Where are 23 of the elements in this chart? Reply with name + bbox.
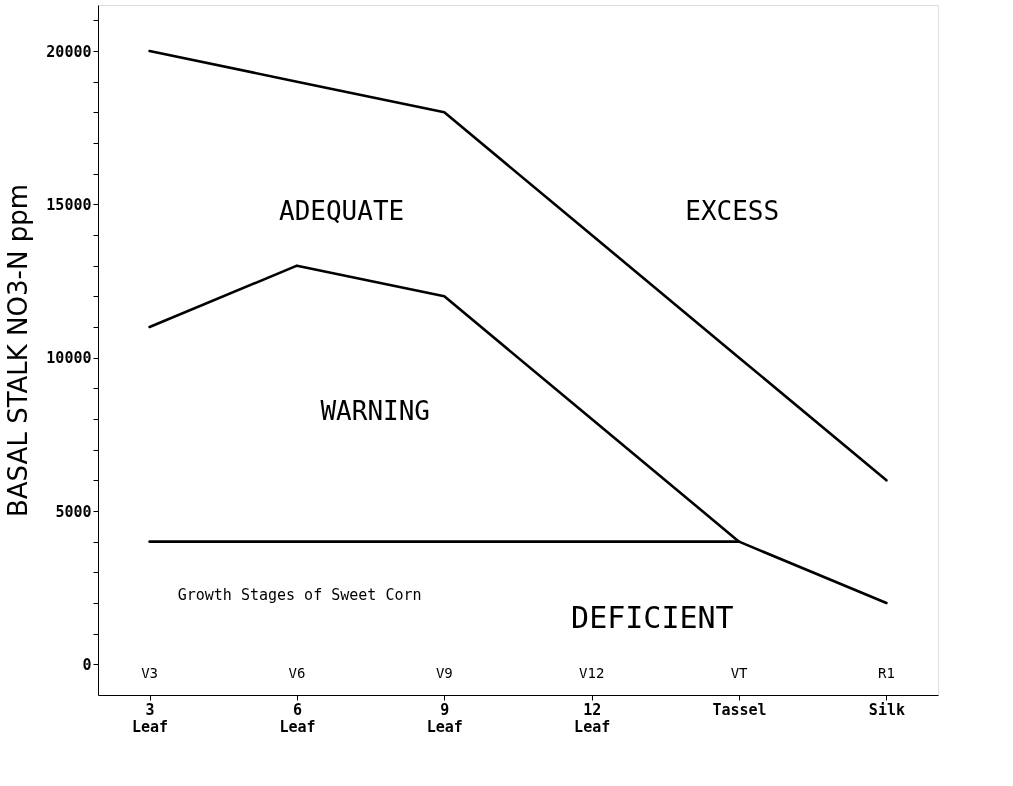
annotation: EXCESS [685, 196, 780, 226]
x-tick-label: Silk [868, 700, 905, 719]
x-tick-label: Tassel [712, 700, 767, 719]
y-tick-label: 5000 [55, 502, 92, 521]
annotation: VT [730, 665, 749, 681]
annotation: WARNING [320, 396, 430, 427]
x-tick-label: 3 Leaf [132, 700, 169, 736]
y-tick-label: 10000 [46, 349, 92, 368]
annotation: V12 [579, 665, 605, 681]
annotation: DEFICIENT [571, 600, 734, 636]
y-axis-title: BASAL STALK NO3-N ppm [3, 184, 34, 517]
annotation: R1 [877, 665, 895, 681]
annotation: V6 [288, 665, 306, 681]
x-tick-label: 9 Leaf [426, 700, 463, 736]
x-tick-label: 6 Leaf [279, 700, 316, 736]
annotation: V9 [435, 665, 453, 681]
y-tick-label: 15000 [46, 195, 92, 214]
y-tick-label: 20000 [46, 42, 92, 61]
annotation: Growth Stages of Sweet Corn [177, 585, 422, 604]
x-tick-label: 12 Leaf [574, 700, 611, 736]
y-tick-label: 0 [82, 655, 92, 674]
annotation: V3 [141, 665, 159, 681]
annotation: ADEQUATE [278, 196, 405, 226]
